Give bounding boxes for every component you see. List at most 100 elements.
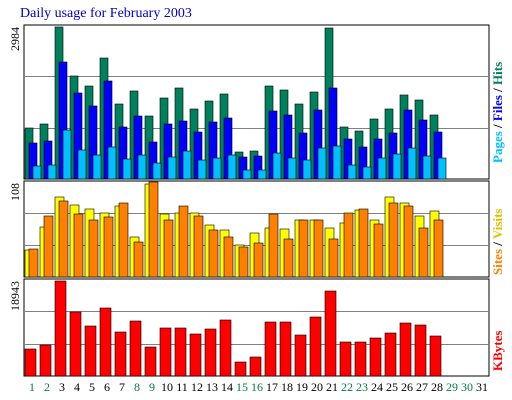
day-label-4: 4: [74, 380, 80, 394]
day-label-30: 30: [461, 380, 473, 394]
middle-bar-sites-day-24: [373, 223, 384, 278]
bottom-bar-kbytes-day-6: [99, 307, 112, 377]
legend-separator: /: [490, 85, 505, 95]
top-bar-pages-day-25: [392, 153, 402, 180]
day-label-28: 28: [431, 380, 443, 394]
legend-hits-label: Hits: [490, 62, 505, 85]
top-bar-pages-day-22: [347, 164, 357, 180]
top-bar-pages-day-26: [407, 147, 417, 180]
middle-bar-sites-day-12: [193, 215, 204, 278]
bottom-bar-kbytes-day-25: [384, 332, 397, 377]
middle-bar-sites-day-19: [298, 219, 309, 278]
middle-bar-sites-day-10: [163, 219, 174, 278]
bottom-bar-kbytes-day-14: [219, 319, 232, 377]
middle-bar-sites-day-6: [103, 216, 114, 278]
top-bar-pages-day-5: [92, 154, 102, 180]
bottom-bar-kbytes-day-1: [24, 348, 37, 377]
bottom-bar-kbytes-day-28: [429, 335, 442, 377]
bottom-bar-kbytes-day-26: [399, 322, 412, 377]
day-label-26: 26: [401, 380, 413, 394]
middle-bar-sites-day-13: [208, 229, 219, 278]
bottom-bar-kbytes-day-23: [354, 341, 367, 377]
middle-bar-sites-day-17: [268, 213, 279, 278]
bottom-bar-kbytes-day-18: [279, 321, 292, 377]
legend-sites-label: Sites: [490, 249, 505, 275]
day-label-13: 13: [206, 380, 218, 394]
bottom-bar-kbytes-day-3: [54, 280, 67, 377]
top-bar-pages-day-14: [227, 154, 237, 180]
day-label-10: 10: [161, 380, 173, 394]
day-label-16: 16: [251, 380, 263, 394]
day-label-8: 8: [134, 380, 140, 394]
bottom-bar-kbytes-day-15: [234, 361, 247, 377]
top-bar-pages-day-20: [317, 147, 327, 180]
day-label-9: 9: [149, 380, 155, 394]
middle-bar-sites-day-26: [403, 205, 414, 278]
day-label-1: 1: [29, 380, 35, 394]
top-bar-pages-day-28: [437, 157, 447, 180]
bottom-bar-kbytes-day-8: [129, 320, 142, 377]
middle-bar-sites-day-11: [178, 205, 189, 278]
middle-bar-sites-day-27: [418, 227, 429, 278]
chart-title: Daily usage for February 2003: [20, 6, 192, 21]
bottom-bar-kbytes-day-7: [114, 331, 127, 377]
day-label-31: 31: [476, 380, 488, 394]
middle-bar-sites-day-22: [343, 212, 354, 278]
bottom-bar-kbytes-day-24: [369, 337, 382, 377]
day-label-19: 19: [296, 380, 308, 394]
bottom-bar-kbytes-day-5: [84, 325, 97, 377]
top-bar-pages-day-27: [422, 155, 432, 180]
day-label-3: 3: [59, 380, 65, 394]
bottom-bar-kbytes-day-27: [414, 324, 427, 377]
bottom-bar-kbytes-day-13: [204, 328, 217, 377]
bottom-bar-kbytes-day-21: [324, 290, 337, 377]
middle-bar-sites-day-25: [388, 202, 399, 278]
bottom-bar-kbytes-day-12: [189, 333, 202, 377]
middle-panel: 108 Sites / Visits: [8, 180, 505, 278]
top-bar-pages-day-15: [242, 169, 252, 180]
legend-files-label: Files: [490, 95, 505, 121]
top-bar-pages-day-11: [182, 150, 192, 180]
day-label-11: 11: [176, 380, 188, 394]
day-label-18: 18: [281, 380, 293, 394]
bottom-panel: 18943 KBytes: [8, 278, 505, 377]
day-label-23: 23: [356, 380, 368, 394]
top-bar-pages-day-3: [62, 129, 72, 180]
bottom-bar-kbytes-day-19: [294, 334, 307, 377]
top-panel: 2984 Pages / Files / Hits: [8, 24, 505, 180]
bottom-bar-kbytes-day-17: [264, 321, 277, 377]
bottom-max-label: 18943: [8, 281, 22, 311]
legend-visits-label: Visits: [490, 209, 505, 240]
day-label-27: 27: [416, 380, 428, 394]
top-max-label: 2984: [8, 27, 22, 51]
top-bar-pages-day-16: [257, 169, 267, 180]
middle-bar-sites-day-21: [328, 238, 339, 278]
top-bar-pages-day-6: [107, 146, 117, 180]
day-label-20: 20: [311, 380, 323, 394]
middle-bar-sites-day-18: [283, 238, 294, 278]
bottom-bar-kbytes-day-10: [159, 327, 172, 377]
top-bar-pages-day-23: [362, 166, 372, 180]
top-bar-pages-day-9: [152, 162, 162, 180]
middle-bar-sites-day-2: [43, 215, 54, 278]
top-bar-pages-day-4: [77, 149, 87, 180]
day-label-17: 17: [266, 380, 278, 394]
legend-pages-label: Pages: [490, 131, 505, 163]
day-label-15: 15: [236, 380, 248, 394]
day-label-29: 29: [446, 380, 458, 394]
legend-separator: /: [490, 121, 505, 131]
middle-bar-sites-day-28: [433, 219, 444, 278]
day-label-6: 6: [104, 380, 110, 394]
bottom-bar-kbytes-day-20: [309, 316, 322, 377]
middle-bar-sites-day-16: [253, 242, 264, 278]
day-label-25: 25: [386, 380, 398, 394]
legend-kbytes-label: KBytes: [490, 331, 505, 371]
day-label-2: 2: [44, 380, 50, 394]
middle-bar-sites-day-4: [73, 213, 84, 278]
middle-bar-sites-day-3: [58, 200, 69, 278]
middle-bar-sites-day-1: [28, 248, 39, 278]
middle-bar-sites-day-15: [238, 246, 249, 278]
top-legend-label: Pages / Files / Hits: [490, 62, 505, 163]
bottom-legend-label: KBytes: [490, 331, 505, 371]
middle-bar-sites-day-8: [133, 241, 144, 278]
